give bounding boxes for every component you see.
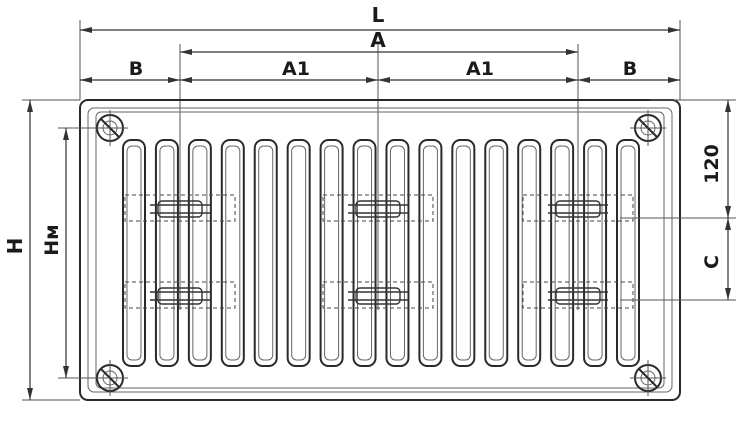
radiator-fin — [484, 139, 509, 367]
radiator-fin — [352, 139, 377, 367]
radiator-fin — [451, 139, 476, 367]
dimension-row-b-a1: B A1 A1 B — [80, 58, 680, 83]
radiator-fin — [220, 139, 245, 367]
radiator-fin — [517, 139, 542, 367]
radiator-fin — [385, 139, 410, 367]
mounting-bracket — [322, 194, 434, 222]
corner-plug — [630, 110, 666, 146]
radiator-frame — [79, 99, 681, 401]
mounting-bracket — [522, 281, 634, 309]
radiator-fin — [583, 139, 608, 367]
label-hm: Hм — [41, 224, 63, 255]
label-a: A — [370, 28, 386, 52]
label-c: C — [701, 255, 723, 269]
label-a1-left: A1 — [282, 58, 310, 80]
radiator-fin — [154, 139, 179, 367]
label-b-left: B — [129, 58, 143, 80]
radiator-fin — [319, 139, 344, 367]
radiator-fins — [122, 139, 640, 367]
radiator-fin — [122, 139, 146, 367]
corner-plug — [630, 360, 666, 396]
mounting-brackets — [124, 194, 634, 309]
label-b-right: B — [623, 58, 637, 80]
label-l: L — [372, 3, 385, 27]
dimension-h: H — [3, 99, 80, 401]
dimension-a: A — [180, 28, 578, 55]
dimension-l: L — [79, 3, 681, 100]
mounting-bracket — [322, 281, 434, 309]
bracket-axis-lines — [179, 44, 579, 310]
mounting-bracket — [124, 194, 236, 222]
mounting-bracket — [124, 281, 236, 309]
label-h: H — [3, 238, 27, 255]
radiator-fin — [187, 139, 212, 367]
label-a1-right: A1 — [466, 58, 494, 80]
radiator-fin — [418, 139, 443, 367]
dimension-hm: Hм — [41, 127, 110, 379]
radiator-fin — [286, 139, 311, 367]
dimension-120-c: 120 C — [620, 99, 736, 301]
radiator-fin — [550, 139, 575, 367]
radiator-fin — [616, 139, 640, 367]
radiator-fin — [253, 139, 278, 367]
mounting-bracket — [522, 194, 634, 222]
label-120: 120 — [701, 144, 723, 184]
